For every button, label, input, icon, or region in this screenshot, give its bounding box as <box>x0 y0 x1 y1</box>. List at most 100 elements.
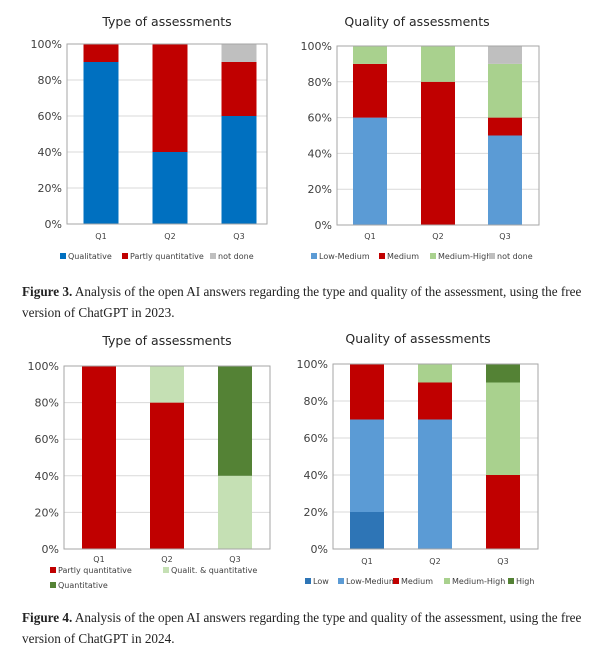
chart-3: Type of assessments 0% 20% 40% 60% 80% 100% Q1 Q… <box>28 333 271 590</box>
legend-swatch <box>305 578 311 584</box>
charts-root: Type of assessments 0% 20% 40% 60% 80% 100% Q1 Q… <box>28 14 540 590</box>
bar-segment-q2-partly-quantitative <box>152 44 188 152</box>
y-tick-label: 20% <box>35 506 59 519</box>
legend-swatch <box>50 567 56 573</box>
legend: Low Low-Medium Medium Medium-High High <box>305 577 534 586</box>
bar-segment-q3-medium <box>488 117 522 136</box>
y-tick-label: 40% <box>308 147 332 160</box>
y-tick-label: 60% <box>38 110 62 123</box>
legend-item: Partly quantitative <box>122 252 204 261</box>
bar-segment-q1-low-medium <box>350 419 384 512</box>
y-tick-label: 0% <box>315 219 332 232</box>
y-tick-label: 60% <box>35 433 59 446</box>
bar-segment-q3-not-done <box>221 44 257 62</box>
x-tick-label: Q1 <box>93 555 104 564</box>
legend-label: Medium-High <box>438 252 491 261</box>
y-tick-label: 40% <box>35 470 59 483</box>
legend-label: Qualit. & quantitative <box>171 566 257 575</box>
legend-item: Medium-High <box>444 577 505 586</box>
y-tick-label: 20% <box>304 506 328 519</box>
y-tick-label: 40% <box>38 146 62 159</box>
legend: Qualitative Partly quantitative not done <box>60 252 254 261</box>
legend-label: Quantitative <box>58 581 108 590</box>
legend-label: Low <box>313 577 329 586</box>
legend-swatch <box>122 253 128 259</box>
legend-label: Medium <box>401 577 433 586</box>
y-tick-label: 80% <box>308 76 332 89</box>
bar-segment-q2-medium <box>418 382 452 420</box>
legend-label: Partly quantitative <box>130 252 204 261</box>
y-tick-label: 100% <box>28 360 59 373</box>
chart-title: Quality of assessments <box>345 331 490 346</box>
figure-3-label: Figure 3. <box>22 284 73 299</box>
bar-segment-q3-high <box>486 364 520 383</box>
figure-3-text: Analysis of the open AI answers regardin… <box>22 284 582 320</box>
figure-4-label: Figure 4. <box>22 610 73 625</box>
bar-segment-q3-qualit-quantitative <box>218 475 252 549</box>
y-tick-label: 0% <box>311 543 328 556</box>
legend-swatch <box>60 253 66 259</box>
bar-segment-q3-low-medium <box>488 135 522 225</box>
legend-item: not done <box>210 252 254 261</box>
legend-item: Low-Medium <box>338 577 397 586</box>
bar-segment-q1-medium <box>353 63 387 118</box>
legend-swatch <box>379 253 385 259</box>
legend-swatch <box>430 253 436 259</box>
legend-swatch <box>210 253 216 259</box>
legend-label: not done <box>497 252 533 261</box>
bar-segment-q1-qualitative <box>83 62 119 224</box>
bar-segment-q2-qualitative <box>152 152 188 224</box>
bar-segment-q1-low-medium <box>353 117 387 225</box>
legend-item: Qualit. & quantitative <box>163 566 257 575</box>
chart-title: Type of assessments <box>101 14 231 29</box>
legend: Low-Medium Medium Medium-High not done <box>311 252 533 261</box>
bar-segment-q1-medium <box>350 364 384 420</box>
y-tick-label: 20% <box>308 183 332 196</box>
legend-item: Quantitative <box>50 581 108 590</box>
legend-label: High <box>516 577 534 586</box>
x-tick-label: Q2 <box>432 232 443 241</box>
y-tick-label: 40% <box>304 469 328 482</box>
x-tick-label: Q2 <box>161 555 172 564</box>
legend-label: Qualitative <box>68 252 112 261</box>
legend-swatch <box>338 578 344 584</box>
legend-label: Partly quantitative <box>58 566 132 575</box>
legend-item: Medium <box>393 577 433 586</box>
bar-segment-q2-qualit-quantitative <box>150 366 184 403</box>
legend-item: High <box>508 577 534 586</box>
legend-swatch <box>444 578 450 584</box>
y-tick-label: 60% <box>308 112 332 125</box>
x-tick-label: Q1 <box>364 232 375 241</box>
figure-4-text: Analysis of the open AI answers regardin… <box>22 610 582 646</box>
chart-title: Quality of assessments <box>344 14 489 29</box>
legend-item: Low <box>305 577 329 586</box>
bar-segment-q1-low <box>350 512 384 549</box>
y-tick-label: 80% <box>38 74 62 87</box>
legend-item: Qualitative <box>60 252 112 261</box>
bar-segment-q1-medium-high <box>353 46 387 64</box>
legend-swatch <box>393 578 399 584</box>
bar-segment-q3-not-done <box>488 46 522 64</box>
x-tick-label: Q1 <box>361 557 372 566</box>
chart-1: Type of assessments 0% 20% 40% 60% 80% 100% Q1 Q… <box>31 14 268 261</box>
bar-segment-q3-medium-high <box>488 63 522 118</box>
y-tick-label: 20% <box>38 182 62 195</box>
legend-label: Low-Medium <box>346 577 397 586</box>
plot-area-border <box>63 365 271 550</box>
bar-segment-q1-partly-quantitative <box>82 366 116 549</box>
legend-swatch <box>50 582 56 588</box>
legend-item: not done <box>489 252 533 261</box>
x-tick-label: Q3 <box>233 232 244 241</box>
bar-segment-q2-low-medium <box>418 419 452 549</box>
legend-item: Medium-High <box>430 252 491 261</box>
x-tick-label: Q3 <box>229 555 240 564</box>
chart-title: Type of assessments <box>101 333 231 348</box>
bar-segment-q3-qualitative <box>221 116 257 224</box>
bar-segment-q2-medium-high <box>421 46 455 82</box>
legend-item: Partly quantitative <box>50 566 132 575</box>
legend: Partly quantitative Qualit. & quantitativ… <box>50 566 257 590</box>
bar-segment-q3-medium-high <box>486 382 520 475</box>
legend-label: Low-Medium <box>319 252 370 261</box>
x-tick-label: Q3 <box>499 232 510 241</box>
